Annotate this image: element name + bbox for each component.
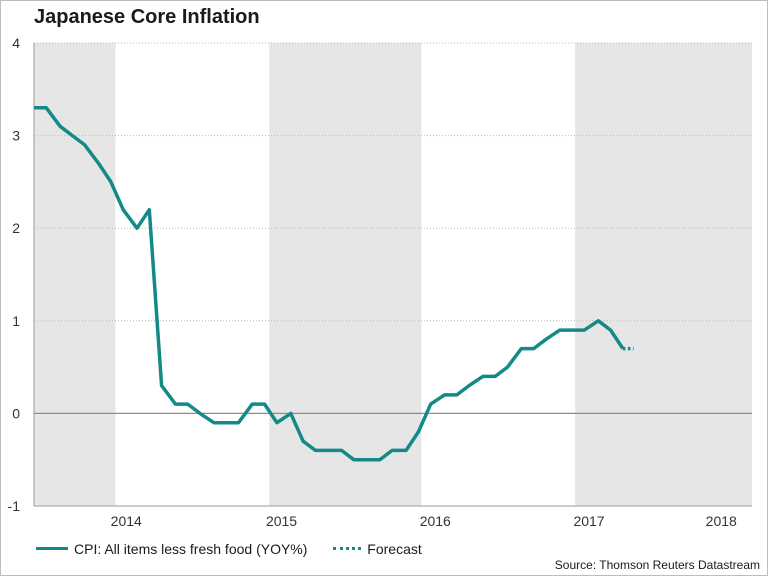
x-tick-label-2018: 2018 <box>706 513 737 529</box>
legend-swatch-dotted <box>333 547 362 550</box>
legend: CPI: All items less fresh food (YOY%) Fo… <box>36 537 444 557</box>
legend-label-forecast: Forecast <box>367 540 422 557</box>
y-tick-label--1: -1 <box>8 498 21 514</box>
year-band-2 <box>575 43 752 506</box>
legend-label-cpi: CPI: All items less fresh food (YOY%) <box>74 540 308 557</box>
y-tick-label-4: 4 <box>12 35 20 51</box>
source-note: Source: Thomson Reuters Datastream <box>554 558 760 572</box>
x-tick-label-2016: 2016 <box>420 513 451 529</box>
legend-item-forecast: Forecast <box>333 540 422 557</box>
year-band-1 <box>269 43 422 506</box>
y-tick-label-1: 1 <box>12 313 20 329</box>
x-tick-label-2017: 2017 <box>573 513 604 529</box>
legend-swatch-solid <box>36 547 68 550</box>
y-tick-label-3: 3 <box>12 128 20 144</box>
chart-title: Japanese Core Inflation <box>34 6 260 28</box>
legend-item-cpi: CPI: All items less fresh food (YOY%) <box>36 541 307 557</box>
y-tick-label-2: 2 <box>12 220 20 236</box>
y-tick-label-0: 0 <box>12 405 20 421</box>
x-tick-label-2014: 2014 <box>111 513 142 529</box>
x-tick-label-2015: 2015 <box>266 513 297 529</box>
year-band-0 <box>34 43 116 506</box>
